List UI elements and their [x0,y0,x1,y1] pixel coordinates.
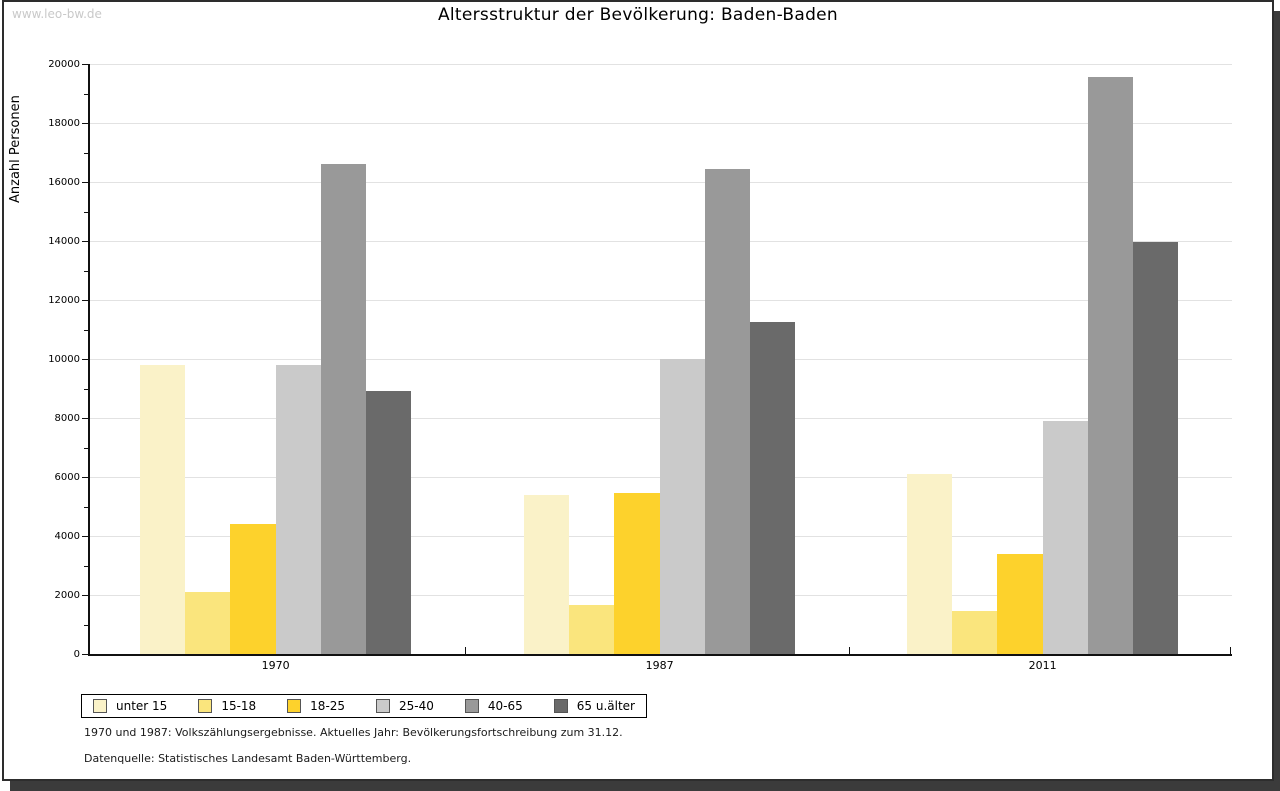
x-category-label: 1970 [261,659,290,672]
legend-swatch [287,699,302,713]
bar-1987-25-40 [659,359,705,654]
bar-1987-unter-15 [524,494,570,654]
legend-swatch [464,699,479,713]
y-major-tick [82,123,88,124]
y-major-tick [82,182,88,183]
y-tick-label: 16000 [48,177,80,188]
bar-2011-40-65 [1087,77,1133,654]
y-minor-tick [84,152,88,154]
y-minor-tick [84,506,88,508]
legend-swatch [198,699,213,713]
bar-1970-unter-15 [140,364,186,654]
legend-item: 15-18 [198,699,256,713]
bar-1987-65-u.älter [750,322,796,654]
bar-1970-65-u.älter [366,391,412,654]
footnote-line-2: Datenquelle: Statistisches Landesamt Bad… [84,752,412,765]
y-tick-label: 14000 [48,236,80,247]
y-minor-tick [84,270,88,272]
legend-swatch [553,699,568,713]
legend-label: 25-40 [399,699,434,713]
y-major-tick [82,241,88,242]
legend-item: 18-25 [287,699,345,713]
bar-1970-25-40 [275,364,321,654]
legend-item: 65 u.älter [553,699,635,713]
legend: unter 15 15-18 18-25 25-40 40-65 65 u.älter [81,694,647,718]
y-major-tick [82,536,88,537]
y-tick-label: 12000 [48,295,80,306]
bar-2011-unter-15 [907,474,953,654]
y-tick-label: 20000 [48,59,80,70]
legend-swatch [93,699,107,713]
bar-1987-40-65 [704,168,750,654]
bar-1987-18-25 [614,493,660,654]
y-minor-tick [84,447,88,449]
legend-item: 25-40 [376,699,434,713]
y-tick-label: 18000 [48,118,80,129]
y-axis-line [88,64,90,656]
legend-label: 65 u.älter [576,699,635,713]
y-major-tick [82,477,88,478]
legend-label: 40-65 [487,699,523,713]
footnote-line-1: 1970 und 1987: Volkszählungsergebnisse. … [84,726,623,739]
x-category-label: 1987 [645,659,674,672]
y-tick-label: 6000 [54,472,80,483]
bar-1970-18-25 [230,524,276,654]
y-tick-label: 0 [73,649,80,660]
bar-1970-15-18 [185,592,231,654]
y-major-tick [82,64,88,65]
y-minor-tick [84,93,88,95]
legend-item: unter 15 [93,699,167,713]
legend-label: unter 15 [116,699,168,713]
y-major-tick [82,359,88,360]
y-tick-label: 4000 [54,531,80,542]
y-minor-tick [84,211,88,213]
bar-1987-15-18 [569,605,615,654]
y-axis-label: Anzahl Personen [8,95,23,204]
legend-swatch [376,699,391,713]
x-category-label: 2011 [1028,659,1057,672]
y-major-tick [82,300,88,301]
y-minor-tick [84,329,88,331]
legend-item: 40-65 [464,699,523,713]
y-tick-label: 8000 [54,413,80,424]
bar-2011-65-u.älter [1133,242,1179,654]
y-major-tick [82,654,88,655]
gridline [88,241,1232,242]
gridline [88,64,1232,65]
y-minor-tick [84,565,88,567]
legend-label: 18-25 [310,699,346,713]
y-tick-label: 2000 [54,590,80,601]
x-boundary-tick [849,647,850,654]
bar-1970-40-65 [320,164,366,654]
chart-title: Altersstruktur der Bevölkerung: Baden-Ba… [437,5,839,25]
bar-2011-25-40 [1042,420,1088,654]
x-axis-line [88,654,1232,656]
gridline [88,123,1232,124]
legend-label: 15-18 [221,699,257,713]
bar-2011-15-18 [952,611,998,654]
y-minor-tick [84,388,88,390]
y-tick-label: 10000 [48,354,80,365]
x-boundary-tick [465,647,466,654]
y-major-tick [82,595,88,596]
watermark: www.leo-bw.de [12,7,102,21]
bar-2011-18-25 [997,553,1043,654]
y-major-tick [82,418,88,419]
gridline [88,300,1232,301]
gridline [88,182,1232,183]
x-boundary-tick [1230,647,1231,654]
y-minor-tick [84,624,88,626]
